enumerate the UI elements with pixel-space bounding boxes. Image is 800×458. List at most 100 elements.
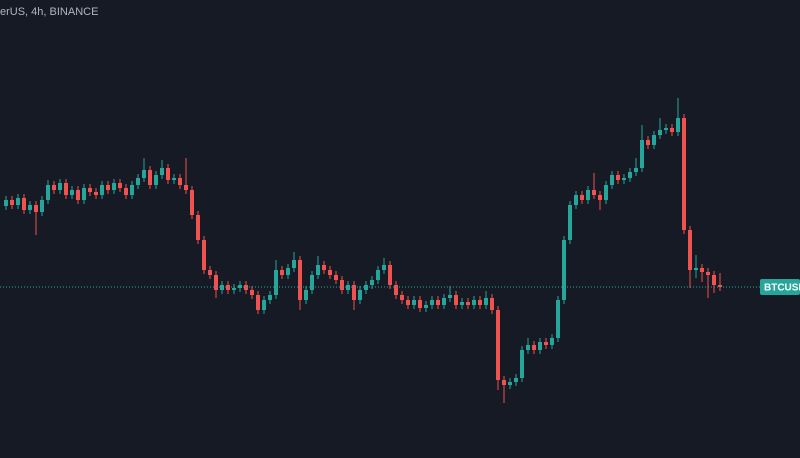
candle-body: [568, 205, 572, 240]
candle-body: [142, 170, 146, 178]
candle-body: [130, 185, 134, 195]
candle-body: [274, 270, 278, 295]
candle-body: [334, 275, 338, 280]
candle-body: [376, 270, 380, 280]
candle-body: [46, 185, 50, 200]
candle-body: [538, 342, 542, 350]
candle-body: [214, 275, 218, 290]
candle-body: [178, 178, 182, 185]
candle-body: [586, 190, 590, 200]
candle-body: [160, 168, 164, 175]
candle-body: [10, 200, 14, 205]
candle-body: [430, 300, 434, 305]
candle-body: [310, 275, 314, 290]
candle-body: [442, 298, 446, 305]
candle-body: [358, 290, 362, 300]
candle-body: [640, 140, 644, 168]
candle-body: [454, 295, 458, 305]
candle-body: [166, 168, 170, 180]
candle-body: [652, 135, 656, 145]
candle-body: [64, 183, 68, 195]
candle-body: [352, 285, 356, 300]
candle-body: [526, 345, 530, 350]
candle-body: [88, 188, 92, 192]
candle-body: [70, 190, 74, 195]
candle-body: [58, 183, 62, 190]
candle-body: [250, 290, 254, 295]
candle-body: [52, 185, 56, 190]
candle-body: [40, 200, 44, 212]
candle-body: [580, 195, 584, 200]
candle-body: [136, 178, 140, 185]
candle-body: [706, 272, 710, 275]
candle-body: [76, 190, 80, 200]
candle-body: [676, 118, 680, 132]
candle-body: [466, 302, 470, 305]
candle-body: [202, 240, 206, 270]
candle-body: [508, 382, 512, 385]
candle-body: [262, 300, 266, 310]
candle-body: [658, 130, 662, 135]
candle-body: [280, 270, 284, 275]
candle-body: [34, 205, 38, 212]
candle-body: [436, 300, 440, 305]
candle-body: [712, 275, 716, 285]
candle-body: [328, 270, 332, 275]
candle-body: [208, 270, 212, 275]
candle-body: [322, 265, 326, 270]
candle-body: [400, 295, 404, 300]
candle-body: [316, 265, 320, 275]
candle-body: [28, 205, 32, 210]
candle-body: [682, 118, 686, 230]
chart-title: erUS, 4h, BINANCE: [0, 6, 98, 18]
candle-body: [598, 195, 602, 200]
candle-body: [82, 188, 86, 200]
candle-body: [370, 280, 374, 285]
candle-body: [556, 300, 560, 338]
candle-body: [448, 295, 452, 298]
candle-body: [550, 338, 554, 345]
candle-body: [502, 380, 506, 385]
candle-body: [688, 230, 692, 270]
candle-body: [544, 342, 548, 345]
candle-body: [670, 128, 674, 132]
candle-body: [382, 265, 386, 270]
candle-body: [388, 265, 392, 285]
price-label-box: [760, 279, 800, 295]
candle-body: [172, 178, 176, 180]
candle-body: [184, 185, 188, 190]
candle-body: [694, 268, 698, 270]
candle-body: [268, 295, 272, 300]
candle-body: [628, 172, 632, 178]
candle-body: [154, 175, 158, 185]
candle-body: [286, 268, 290, 275]
candle-body: [472, 300, 476, 305]
candle-body: [118, 183, 122, 188]
candle-body: [622, 178, 626, 180]
candle-body: [94, 192, 98, 195]
candle-body: [592, 190, 596, 195]
candle-body: [496, 310, 500, 380]
candle-body: [412, 300, 416, 305]
candle-body: [634, 168, 638, 172]
candle-body: [16, 198, 20, 205]
candle-body: [232, 288, 236, 290]
candle-body: [124, 188, 128, 195]
candle-body: [604, 185, 608, 200]
candle-body: [424, 305, 428, 308]
candle-body: [406, 300, 410, 305]
candle-body: [100, 185, 104, 195]
candle-body: [664, 128, 668, 130]
candle-body: [484, 298, 488, 305]
candle-body: [106, 185, 110, 190]
candle-body: [4, 200, 8, 206]
candle-body: [718, 285, 722, 287]
candle-body: [340, 280, 344, 290]
candle-body: [292, 260, 296, 268]
candle-body: [460, 302, 464, 305]
candle-body: [394, 285, 398, 295]
candle-body: [646, 140, 650, 145]
